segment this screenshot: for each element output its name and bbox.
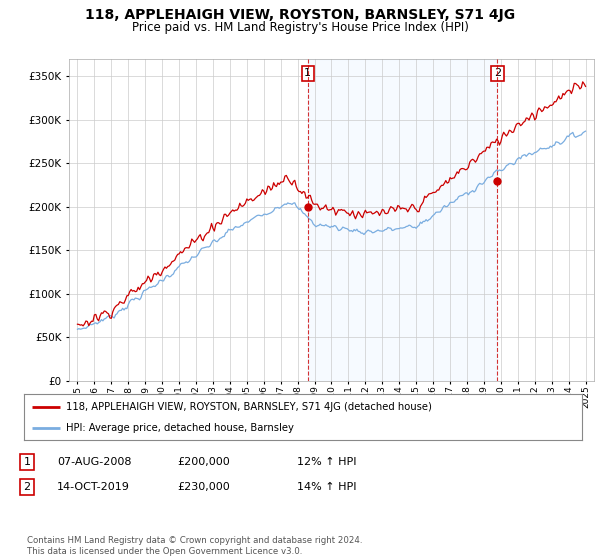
Text: Contains HM Land Registry data © Crown copyright and database right 2024.
This d: Contains HM Land Registry data © Crown c… (27, 536, 362, 556)
Text: 118, APPLEHAIGH VIEW, ROYSTON, BARNSLEY, S71 4JG (detached house): 118, APPLEHAIGH VIEW, ROYSTON, BARNSLEY,… (66, 402, 432, 412)
Text: 14% ↑ HPI: 14% ↑ HPI (297, 482, 356, 492)
Text: HPI: Average price, detached house, Barnsley: HPI: Average price, detached house, Barn… (66, 423, 294, 433)
Bar (308, 59, 497, 381)
Text: Price paid vs. HM Land Registry's House Price Index (HPI): Price paid vs. HM Land Registry's House … (131, 21, 469, 34)
Text: 1: 1 (23, 457, 31, 467)
Text: 118, APPLEHAIGH VIEW, ROYSTON, BARNSLEY, S71 4JG: 118, APPLEHAIGH VIEW, ROYSTON, BARNSLEY,… (85, 8, 515, 22)
Text: 1: 1 (304, 68, 311, 78)
Text: £230,000: £230,000 (177, 482, 230, 492)
Text: 12% ↑ HPI: 12% ↑ HPI (297, 457, 356, 467)
Text: £200,000: £200,000 (177, 457, 230, 467)
Text: 2: 2 (494, 68, 501, 78)
Text: 14-OCT-2019: 14-OCT-2019 (57, 482, 130, 492)
Text: 2: 2 (23, 482, 31, 492)
Text: 07-AUG-2008: 07-AUG-2008 (57, 457, 131, 467)
